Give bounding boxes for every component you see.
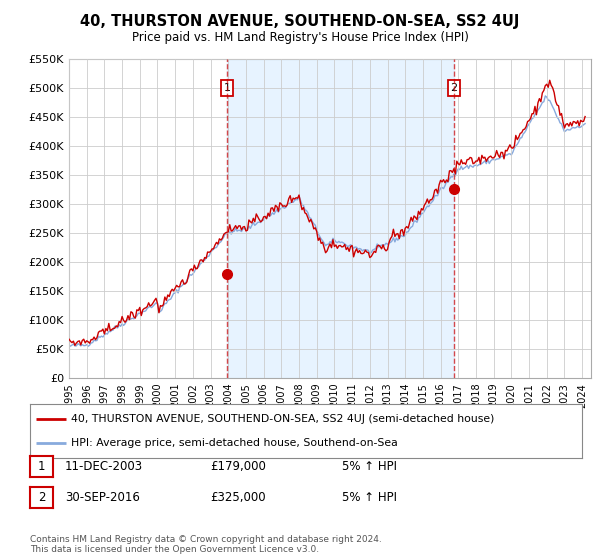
Text: £325,000: £325,000: [210, 491, 266, 504]
Text: 40, THURSTON AVENUE, SOUTHEND-ON-SEA, SS2 4UJ: 40, THURSTON AVENUE, SOUTHEND-ON-SEA, SS…: [80, 14, 520, 29]
Bar: [227, 59, 454, 378]
Text: 11-DEC-2003: 11-DEC-2003: [65, 460, 143, 473]
Text: 1: 1: [38, 460, 45, 473]
Text: Price paid vs. HM Land Registry's House Price Index (HPI): Price paid vs. HM Land Registry's House …: [131, 31, 469, 44]
Text: 40, THURSTON AVENUE, SOUTHEND-ON-SEA, SS2 4UJ (semi-detached house): 40, THURSTON AVENUE, SOUTHEND-ON-SEA, SS…: [71, 414, 495, 424]
Text: HPI: Average price, semi-detached house, Southend-on-Sea: HPI: Average price, semi-detached house,…: [71, 437, 398, 447]
Text: 1: 1: [224, 83, 230, 93]
Text: 2: 2: [451, 83, 457, 93]
Text: Contains HM Land Registry data © Crown copyright and database right 2024.
This d: Contains HM Land Registry data © Crown c…: [30, 535, 382, 554]
Text: 5% ↑ HPI: 5% ↑ HPI: [342, 491, 397, 504]
Text: £179,000: £179,000: [210, 460, 266, 473]
Text: 5% ↑ HPI: 5% ↑ HPI: [342, 460, 397, 473]
Text: 30-SEP-2016: 30-SEP-2016: [65, 491, 140, 504]
Text: 2: 2: [38, 491, 45, 504]
